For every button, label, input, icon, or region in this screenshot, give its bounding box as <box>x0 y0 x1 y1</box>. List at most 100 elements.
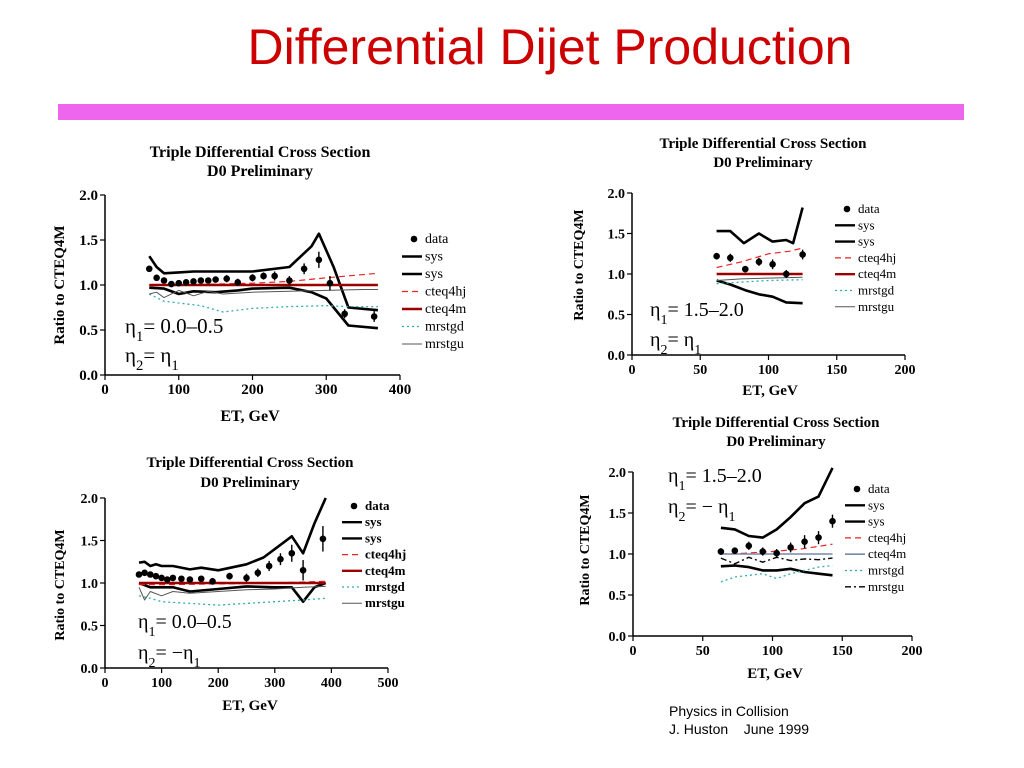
data-point <box>801 538 808 545</box>
data-point <box>773 549 780 557</box>
legend-label-sys: sys <box>425 250 443 265</box>
x-tick-label: 0 <box>102 676 109 691</box>
x-tick-label: 300 <box>264 676 285 691</box>
x-tick-label: 200 <box>241 382 264 398</box>
x-tick-label: 200 <box>895 363 916 378</box>
y-tick-label: 1.5 <box>609 507 627 522</box>
legend-label-data: data <box>425 232 449 247</box>
y-tick-label: 0.0 <box>609 630 627 645</box>
legend-label-sys: sys <box>858 217 875 232</box>
y-tick-label: 0.0 <box>81 662 99 677</box>
legend-label-sys: sys <box>868 497 885 512</box>
series-line-sys <box>720 467 834 539</box>
data-point <box>153 274 160 282</box>
data-point <box>717 548 725 555</box>
data-point <box>759 548 767 555</box>
eta1-annotation: η1= 0.0–0.5 <box>125 314 223 345</box>
x-tick-label: 100 <box>151 676 172 691</box>
data-point <box>204 277 212 284</box>
data-point <box>755 258 763 266</box>
legend-label-mrstgd: mrstgd <box>858 283 895 298</box>
data-point <box>175 279 183 287</box>
chart-subtitle: D0 Preliminary <box>207 163 313 180</box>
series-line-sys <box>138 581 327 603</box>
x-tick-label: 100 <box>758 363 779 378</box>
data-point <box>260 272 267 280</box>
slide-title: Differential Dijet Production <box>247 19 853 75</box>
x-tick-label: 400 <box>389 382 412 398</box>
chart-eta1-00-05-opposite: Triple Differential Cross Section D0 Prel… <box>53 455 406 714</box>
series-line-mrstgd <box>138 595 326 606</box>
x-tick-label: 200 <box>902 644 923 659</box>
x-tick-label: 50 <box>693 363 707 378</box>
chart-subtitle: D0 Preliminary <box>713 155 813 171</box>
data-point <box>249 274 256 282</box>
y-axis-label: Ratio to CTEQ4M <box>53 529 68 640</box>
series-line-sys <box>149 286 379 330</box>
data-point <box>182 279 190 286</box>
x-axis-label: ET, GeV <box>220 408 280 425</box>
legend-label-mrstgd: mrstgd <box>365 579 405 594</box>
data-point <box>209 578 216 585</box>
x-axis-label: ET, GeV <box>747 666 803 682</box>
legend-label-sys: sys <box>365 530 382 545</box>
legend-marker-data <box>410 235 418 243</box>
data-point <box>277 555 284 563</box>
y-tick-label: 1.5 <box>81 535 99 550</box>
footer-author-date: J. Huston June 1999 <box>669 721 810 737</box>
legend-label-sys: sys <box>868 514 885 529</box>
series-line-sys <box>148 232 379 312</box>
y-axis-label: Ratio to CTEQ4M <box>572 209 587 320</box>
x-tick-label: 150 <box>832 644 853 659</box>
eta2-annotation: η2= η1 <box>125 343 179 374</box>
chart-title: Triple Differential Cross Section <box>672 415 880 431</box>
legend-label-mrstgd: mrstgd <box>425 320 464 335</box>
data-point <box>158 574 165 582</box>
data-point <box>815 534 822 541</box>
legend-label-mrstgd: mrstgd <box>868 563 905 578</box>
x-tick-label: 50 <box>696 644 710 659</box>
y-axis-label: Ratio to CTEQ4M <box>52 225 68 344</box>
legend-label-cteq4m: cteq4m <box>365 563 406 578</box>
x-axis-label: ET, GeV <box>222 698 278 714</box>
data-point <box>319 535 327 543</box>
legend-marker-data <box>350 502 358 510</box>
data-point <box>186 576 194 583</box>
x-tick-label: 200 <box>208 676 229 691</box>
data-point <box>163 576 171 583</box>
x-tick-label: 0 <box>629 363 636 378</box>
series-line-sys <box>138 497 327 572</box>
legend-label-cteq4hj: cteq4hj <box>858 250 896 265</box>
footer: Physics in Collision J. Huston June 1999 <box>669 702 809 738</box>
eta2-annotation: η2= η1 <box>650 329 701 358</box>
legend-label-sys: sys <box>858 234 875 249</box>
y-tick-label: 2.0 <box>609 466 627 481</box>
series-line-mrstgd <box>149 293 378 313</box>
chart-subtitle: D0 Preliminary <box>200 475 300 491</box>
data-point <box>254 569 262 577</box>
data-point <box>135 571 143 578</box>
data-point <box>829 517 836 525</box>
series-line-sys <box>716 279 803 305</box>
chart-title: Triple Differential Cross Section <box>659 136 867 152</box>
y-tick-label: 2.0 <box>81 492 99 507</box>
y-tick-label: 0.0 <box>608 349 626 364</box>
legend-label-cteq4hj: cteq4hj <box>425 285 466 300</box>
x-tick-label: 500 <box>378 676 399 691</box>
data-point <box>169 574 177 582</box>
legend-label-mrstgu: mrstgu <box>365 595 405 610</box>
x-tick-label: 300 <box>315 382 338 398</box>
data-point <box>212 276 219 283</box>
series-line-mrstgd <box>720 564 833 583</box>
chart-eta1-15-20-same: Triple Differential Cross Section D0 Prel… <box>572 136 916 398</box>
legend-marker-data <box>843 205 851 213</box>
data-point <box>782 270 790 278</box>
series-line-cteq4hj <box>716 247 803 269</box>
x-tick-label: 0 <box>630 644 637 659</box>
data-point <box>141 569 148 577</box>
legend-label-sys: sys <box>425 267 443 282</box>
legend-label-cteq4m: cteq4m <box>858 266 896 281</box>
y-tick-label: 1.5 <box>79 233 98 249</box>
legend-label-cteq4hj: cteq4hj <box>365 547 406 562</box>
data-point <box>300 265 308 273</box>
